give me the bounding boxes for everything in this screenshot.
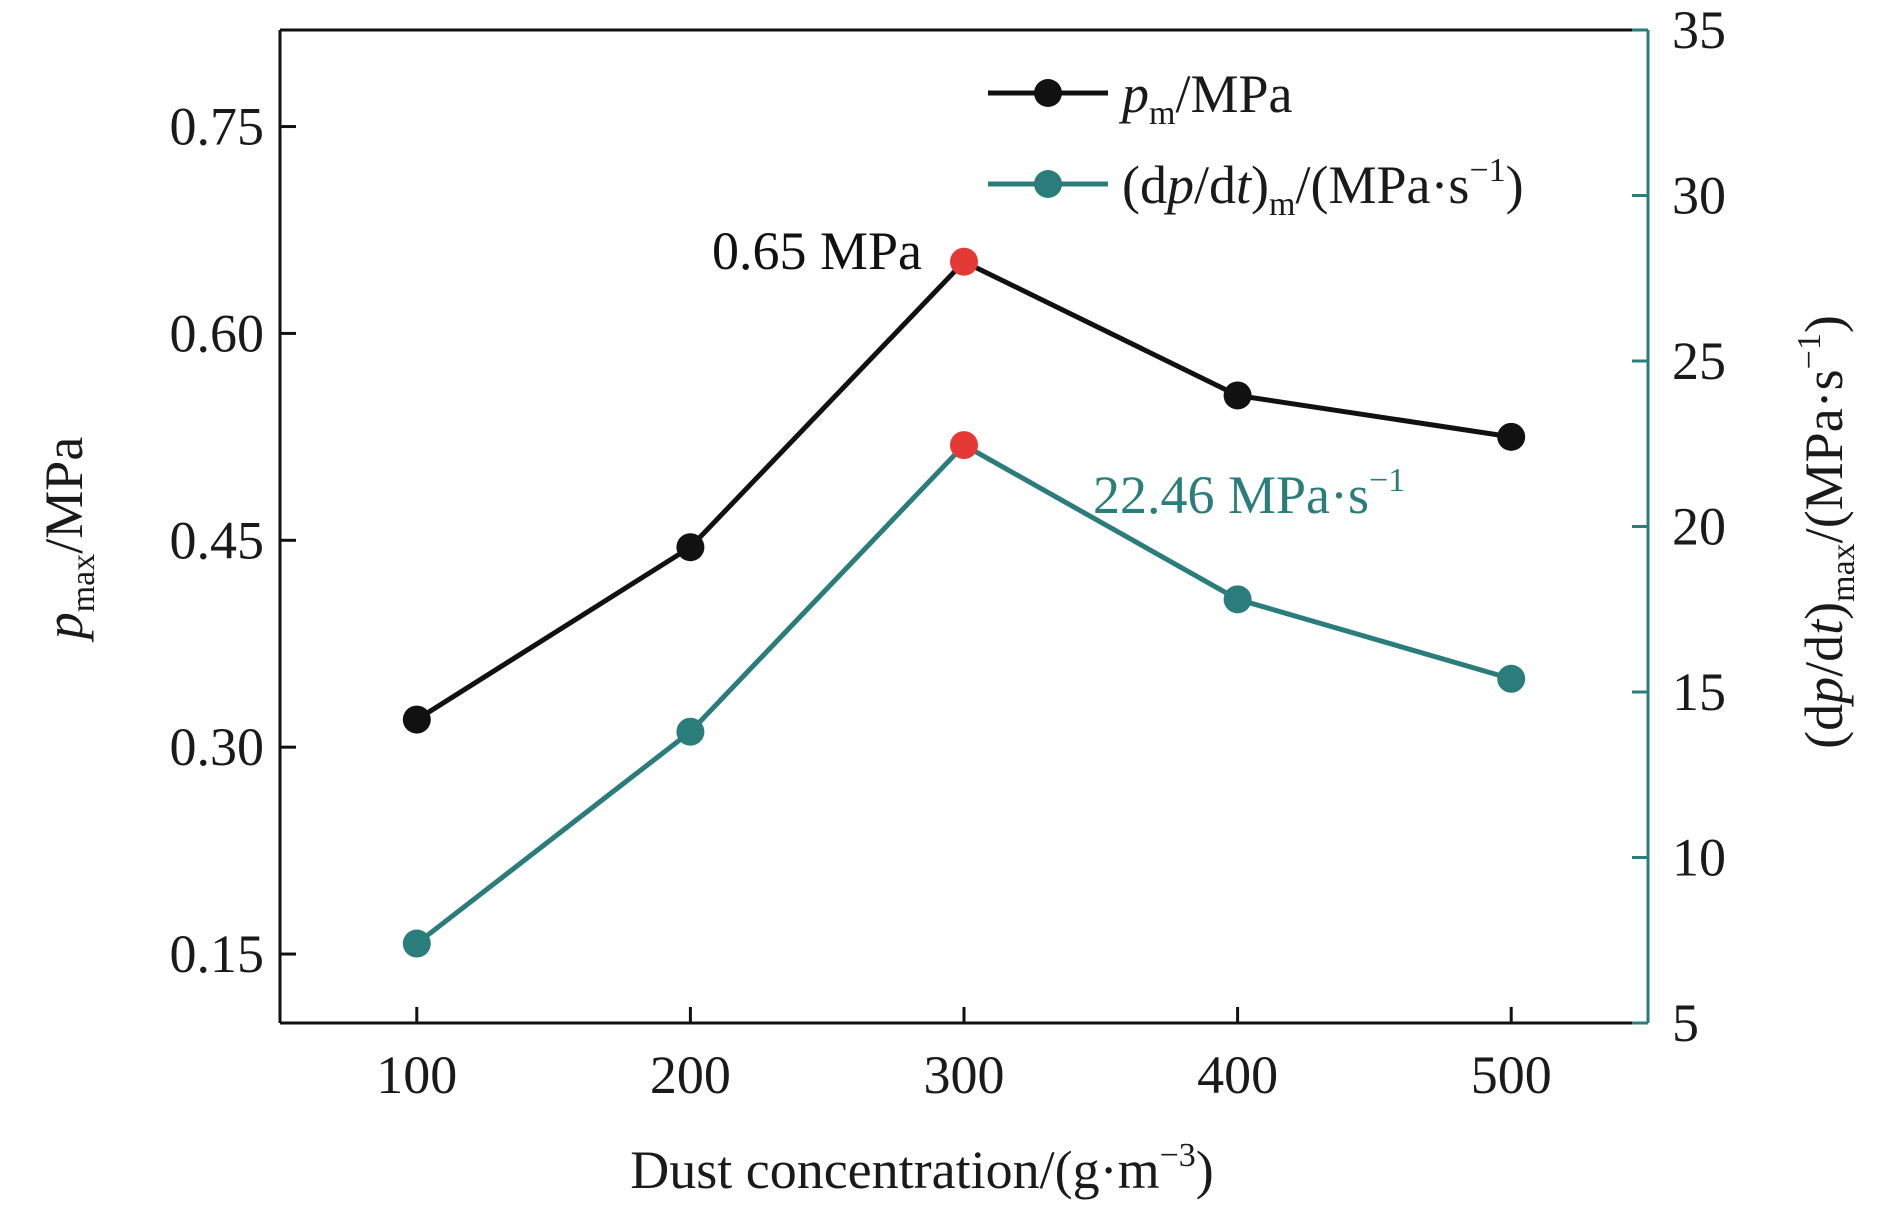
right-y-tick-label: 5 [1672, 993, 1699, 1053]
right-y-axis-title-var2: t [1794, 618, 1854, 635]
right-y-axis-title-rest: /(MPa·s [1794, 369, 1854, 543]
legend-label-dpdt: (dp/dt)m/(MPa·s−1) [1122, 152, 1524, 223]
x-tick-label: 200 [650, 1045, 731, 1105]
data-point-1 [1497, 664, 1526, 693]
legend-label-pm-var: p [1118, 64, 1149, 124]
series-layer [402, 247, 1526, 958]
data-point-0 [1497, 422, 1526, 451]
legend-label-dpdt-mid: /d [1194, 155, 1236, 215]
left-y-axis-title: pmax/MPa [34, 437, 102, 644]
right-y-tick-label: 30 [1672, 166, 1726, 226]
data-point-0 [1223, 381, 1252, 410]
annotation-peak-rate: 22.46 MPa·s−1 [1093, 462, 1405, 525]
peak-point-1 [950, 431, 978, 460]
right-y-tick-label: 25 [1672, 331, 1726, 391]
left-y-tick-label: 0.75 [170, 97, 265, 157]
legend-label-dpdt-var1: p [1163, 155, 1194, 215]
right-y-tick-label: 35 [1672, 0, 1726, 60]
right-y-tick-label: 20 [1672, 497, 1726, 557]
right-y-axis-title-open: (d [1794, 704, 1854, 749]
right-y-axis-title-sup: −1 [1791, 333, 1828, 369]
annotation-peak-pressure: 0.65 MPa [712, 221, 922, 281]
right-y-axis-title-sub: max [1825, 543, 1862, 602]
x-tick-label: 300 [924, 1045, 1005, 1105]
left-y-axis-title-sub: max [65, 554, 102, 613]
left-y-axis-title-rest: /MPa [34, 437, 94, 554]
x-axis-title-main: Dust concentration/(g·m [630, 1140, 1159, 1200]
labels-layer: Dust concentration/(g·m−3) pmax/MPa (dp/… [34, 64, 1862, 1200]
right-y-axis-title: (dp/dt)max/(MPa·s−1) [1791, 315, 1862, 749]
x-tick-label: 400 [1197, 1045, 1278, 1105]
legend-label-dpdt-open: (d [1122, 155, 1167, 215]
legend-label-pm: pm/MPa [1118, 64, 1293, 132]
legend-label-dpdt-sup: −1 [1469, 152, 1505, 189]
right-y-axis-title-var1: p [1794, 677, 1854, 708]
x-axis-title-sup: −3 [1160, 1137, 1196, 1174]
annotation-peak-rate-sup: −1 [1369, 462, 1405, 499]
legend: pm/MPa (dp/dt)m/(MPa·s−1) [988, 64, 1524, 223]
right-y-tick-label: 15 [1672, 662, 1726, 722]
left-y-tick-label: 0.15 [170, 924, 265, 984]
legend-marker-pm [1034, 79, 1062, 107]
right-y-axis-title-mid: /d [1794, 635, 1854, 677]
annotation-peak-rate-main: 22.46 MPa·s [1093, 465, 1369, 525]
data-point-0 [402, 705, 431, 734]
legend-label-dpdt-end: ) [1506, 155, 1524, 215]
peak-point-0 [950, 247, 978, 276]
data-point-1 [402, 929, 431, 958]
axes-layer: 100 200 300 400 500 0.15 0.30 0.45 0.60 0.75 5 10 15… [170, 0, 1727, 1105]
legend-label-pm-sub: m [1149, 95, 1175, 132]
legend-label-dpdt-var2: t [1236, 155, 1253, 215]
data-point-0 [676, 533, 705, 562]
right-y-axis-title-end: ) [1794, 315, 1854, 333]
data-point-1 [676, 717, 705, 746]
left-y-tick-label: 0.45 [170, 510, 265, 570]
right-y-tick-label: 10 [1672, 828, 1726, 888]
legend-marker-dpdt [1034, 170, 1062, 198]
left-y-axis-title-var: p [34, 612, 94, 643]
legend-label-pm-rest: /MPa [1175, 64, 1292, 124]
right-y-axis-title-close: ) [1794, 602, 1854, 620]
x-axis-title-close: ) [1196, 1140, 1214, 1200]
left-y-tick-label: 0.60 [170, 303, 265, 363]
x-tick-label: 500 [1471, 1045, 1552, 1105]
data-point-1 [1223, 585, 1252, 614]
legend-label-dpdt-sub: m [1269, 186, 1295, 223]
legend-label-dpdt-rest: /(MPa·s [1295, 155, 1469, 215]
x-axis-title: Dust concentration/(g·m−3) [630, 1137, 1214, 1200]
left-y-tick-label: 0.30 [170, 717, 265, 777]
x-tick-label: 100 [376, 1045, 457, 1105]
legend-label-dpdt-close: ) [1251, 155, 1269, 215]
